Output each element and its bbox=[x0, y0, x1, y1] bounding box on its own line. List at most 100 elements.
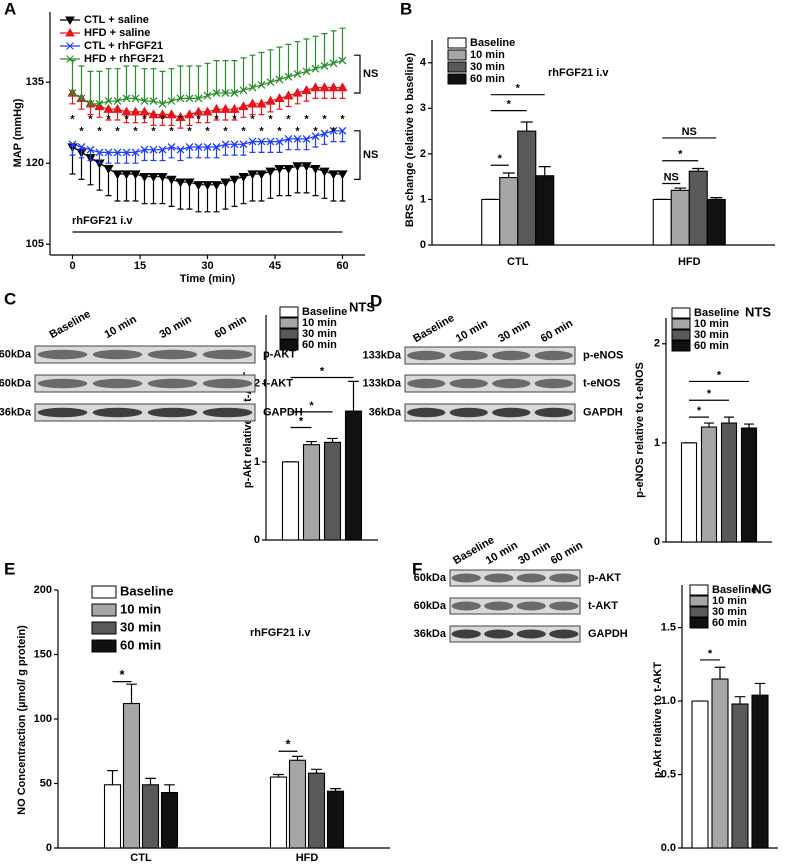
significance-star: * bbox=[142, 114, 147, 126]
data-point bbox=[112, 170, 123, 180]
significance-star: * bbox=[304, 114, 309, 126]
x-tick-label: 15 bbox=[134, 260, 146, 272]
x-axis-label: Time (min) bbox=[180, 273, 236, 285]
legend-label: Baseline bbox=[694, 307, 739, 319]
data-point bbox=[193, 181, 204, 191]
error-bar bbox=[69, 60, 76, 93]
bar bbox=[706, 198, 726, 246]
blot-band bbox=[534, 350, 573, 361]
data-point bbox=[302, 134, 311, 143]
legend-marker bbox=[66, 42, 74, 50]
error-bar bbox=[330, 30, 337, 64]
data-point bbox=[212, 143, 221, 151]
significance-star: * bbox=[106, 114, 111, 126]
bar bbox=[326, 790, 345, 849]
data-point bbox=[319, 82, 330, 92]
legend-label: 10 min bbox=[120, 601, 161, 616]
significance-label: * bbox=[498, 153, 503, 165]
error-bar bbox=[754, 682, 766, 696]
data-point bbox=[185, 143, 194, 151]
data-point bbox=[230, 89, 239, 97]
data-point bbox=[283, 90, 294, 100]
y-tick-label: 150 bbox=[34, 648, 52, 660]
significance-star: * bbox=[277, 126, 282, 138]
legend-swatch bbox=[279, 339, 299, 351]
legend-label: CTL + saline bbox=[84, 14, 149, 26]
data-point bbox=[148, 109, 159, 119]
significance-star: * bbox=[295, 126, 300, 138]
significance-star: * bbox=[124, 114, 129, 126]
data-point bbox=[104, 148, 113, 157]
error-bar bbox=[502, 172, 515, 178]
error-bar bbox=[141, 68, 148, 102]
blot-band bbox=[534, 407, 573, 418]
blot-band bbox=[92, 378, 143, 389]
significance-star: * bbox=[187, 126, 192, 138]
legend-swatch bbox=[279, 317, 299, 329]
blot-band bbox=[492, 350, 531, 361]
data-point bbox=[265, 167, 276, 177]
significance-label: * bbox=[697, 405, 702, 417]
data-point bbox=[239, 86, 248, 95]
legend-label: Baseline bbox=[120, 583, 173, 598]
error-bar bbox=[186, 65, 193, 99]
legend-label: Baseline bbox=[302, 306, 347, 318]
data-point bbox=[130, 170, 141, 180]
panel-letter: D bbox=[370, 291, 382, 310]
note: rhFGF21 i.v bbox=[250, 627, 311, 639]
data-point bbox=[301, 84, 312, 94]
data-point bbox=[139, 106, 150, 116]
y-axis-label: p-Akt relative to t-AKT bbox=[652, 662, 664, 778]
error-bar bbox=[258, 51, 265, 85]
error-bar bbox=[150, 68, 157, 102]
y-axis-label: BRS change (relative to baseline) bbox=[404, 53, 416, 228]
blot-band bbox=[449, 350, 488, 361]
blot-size: 60kDa bbox=[414, 572, 447, 584]
error-bar bbox=[168, 68, 175, 102]
error-bar bbox=[105, 68, 112, 102]
data-point bbox=[122, 148, 131, 157]
data-point bbox=[283, 164, 294, 174]
y-tick-label: 2 bbox=[654, 338, 660, 350]
legend-label: 30 min bbox=[120, 619, 161, 634]
error-bar bbox=[258, 141, 265, 153]
data-point bbox=[122, 94, 131, 103]
data-point bbox=[311, 64, 320, 73]
data-point bbox=[203, 143, 212, 151]
legend-label: 10 min bbox=[694, 318, 729, 330]
bar bbox=[281, 461, 300, 541]
data-point bbox=[202, 106, 213, 116]
blot-band bbox=[549, 573, 579, 583]
data-point bbox=[121, 170, 132, 180]
error-bar bbox=[327, 437, 338, 443]
error-bar bbox=[714, 666, 726, 680]
y-tick-label: 0.0 bbox=[661, 842, 676, 854]
blot-band bbox=[147, 407, 198, 418]
data-point bbox=[266, 137, 275, 146]
blot-band bbox=[451, 573, 481, 583]
significance-label: * bbox=[516, 83, 521, 95]
blot-band bbox=[451, 629, 481, 639]
x-tick-label: 0 bbox=[69, 260, 75, 272]
blot-size: 60kDa bbox=[0, 348, 32, 360]
error-bar bbox=[724, 416, 734, 424]
y-tick-label: 200 bbox=[34, 584, 52, 596]
legend-swatch bbox=[279, 328, 299, 340]
error-bar bbox=[177, 149, 184, 162]
lane-label: 30 min bbox=[516, 539, 552, 567]
significance-star: * bbox=[133, 126, 138, 138]
blot-band bbox=[92, 407, 143, 418]
significance-label: NS bbox=[664, 171, 679, 183]
data-point bbox=[337, 170, 348, 180]
data-point bbox=[202, 181, 213, 191]
data-point bbox=[103, 164, 114, 174]
data-point bbox=[95, 148, 104, 157]
data-point bbox=[256, 98, 267, 108]
error-bar bbox=[249, 141, 256, 153]
bar bbox=[652, 198, 672, 246]
data-point bbox=[86, 145, 95, 154]
error-bar bbox=[240, 144, 247, 156]
error-bar bbox=[132, 152, 139, 164]
error-bar bbox=[78, 147, 85, 159]
